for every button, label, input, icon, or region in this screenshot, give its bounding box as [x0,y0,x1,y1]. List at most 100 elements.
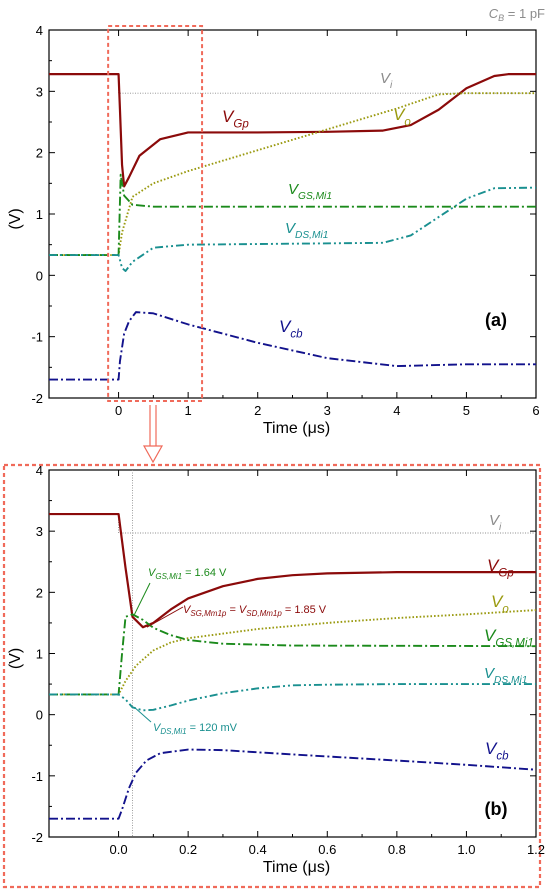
curve-label-o-sub: o [502,603,509,615]
curve-label-cb-main: V [485,739,498,758]
curve-label-i: Vi [489,512,502,533]
annotation-part: = 1.85 V [282,604,327,616]
annotation-part: V [153,722,162,734]
curve-label-gs-mi1-main: V [484,626,497,645]
x-tick-label: 5 [463,403,470,418]
curve-label-o: Vo [491,592,509,615]
panel-label: (a) [485,310,507,330]
y-tick-label: 1 [36,647,43,662]
annotation-1: VSG,Mm1p = VSD,Mm1p = 1.85 V [183,604,327,618]
series-line-v-ds-mi1 [49,186,536,272]
cap-main: C [489,6,499,21]
zoom-detail-box [2,463,542,889]
annotation-part: V [148,567,157,579]
curve-label-cb-main: V [279,317,292,336]
x-tick-label: 0.8 [388,842,406,857]
y-tick-label: -1 [31,330,43,345]
curve-label-o-main: V [491,592,504,611]
annotation-part: SG,Mm1p [190,609,227,618]
x-tick-label: 6 [532,403,539,418]
x-tick-label: 0 [115,403,122,418]
y-axis-label: (V) [7,648,24,669]
curve-label-ds-mi1: VDS,Mi1 [484,665,527,686]
curve-label-gs-mi1: VGS,Mi1 [484,626,534,649]
annotation-0: VGS,Mi1 = 1.64 V [148,567,227,581]
x-axis-label: Time (μs) [263,859,330,876]
curve-label-o-sub: o [404,116,411,128]
curve-label-gp: VGp [222,107,249,130]
series-line-v-i [49,513,536,534]
y-tick-label: 0 [36,708,43,723]
curve-label-gp: VGp [487,556,514,579]
series-line-v-gp [49,73,536,188]
y-tick-label: 3 [36,84,43,99]
series-line-v-cb [49,748,536,820]
y-tick-label: 2 [36,585,43,600]
curve-label-o-main: V [393,105,406,124]
zoom-region-box [107,25,204,402]
series-group [49,73,536,381]
curve-label-gs-mi1-main: V [288,181,300,198]
panel-label: (b) [485,799,508,819]
y-tick-label: 4 [36,463,43,478]
x-tick-label: 2 [254,403,261,418]
x-tick-label: 0.6 [318,842,336,857]
x-tick-label: 0.4 [249,842,267,857]
series-line-v-gp [49,512,536,629]
curve-label-gs-mi1-sub: GS,Mi1 [495,637,534,649]
x-tick-label: 1.2 [527,842,545,857]
curve-label-gp-sub: Gp [498,567,514,579]
annotation-part: = V [226,604,248,616]
curve-label-gp-main: V [487,556,500,575]
annotation-part: = 1.64 V [182,567,227,579]
annotation-leader-2 [134,706,152,723]
series-group [49,512,536,820]
y-tick-label: 2 [36,146,43,161]
x-tick-label: 0.0 [110,842,128,857]
x-tick-label: 3 [324,403,331,418]
curve-label-ds-mi1: VDS,Mi1 [285,220,328,241]
curve-label-i-main: V [489,512,501,529]
annotation-leader-0 [134,582,151,615]
x-tick-label: 1.0 [457,842,475,857]
cap-sub: B [498,13,504,23]
capacitance-annotation: CB = 1 pF [489,6,545,23]
curve-label-cb-sub: cb [290,328,303,340]
series-line-v-ds-mi1 [49,683,536,712]
curve-label-i-main: V [380,70,392,87]
curve-label-i-sub: i [390,80,393,91]
series-line-v-o [49,92,536,257]
y-tick-label: -2 [31,830,43,845]
annotation-2: VDS,Mi1 = 120 mV [153,722,238,736]
annotation-part: GS,Mi1 [155,572,182,581]
annotation-part: DS,Mi1 [160,727,186,736]
annotation-part: V [183,604,192,616]
y-axis-label: (V) [7,208,24,229]
curve-label-i-sub: i [499,522,502,533]
y-tick-label: -2 [31,391,43,406]
series-line-v-o [49,609,536,696]
curve-label-o: Vo [393,105,411,128]
curve-label-cb: Vcb [485,739,509,762]
curve-label-ds-mi1-main: V [285,220,297,237]
y-tick-label: 1 [36,207,43,222]
curve-label-cb: Vcb [279,317,303,340]
zoom-arrow-head [142,445,164,464]
curve-label-ds-mi1-sub: DS,Mi1 [295,230,328,241]
panel-b-chart: 0.0 0.2 0.4 0.6 0.8 1.0 1.2 -2 -1 0 1 2 3 4 Time (μs) (… [7,463,545,876]
annotation-leader-1 [146,606,184,628]
series-line-v-gs-mi1 [49,613,536,696]
curve-label-i: Vi [380,70,393,91]
cap-value: = 1 pF [504,6,545,21]
x-tick-label: 4 [393,403,400,418]
y-tick-label: -1 [31,769,43,784]
curve-label-ds-mi1-main: V [484,665,496,682]
x-tick-label: 0.2 [179,842,197,857]
annotation-part: = 120 mV [187,722,238,734]
x-axis-label: Time (μs) [263,420,330,437]
annotation-part: SD,Mm1p [246,609,282,618]
x-tick-label: 1 [185,403,192,418]
curve-label-gp-sub: Gp [233,118,249,130]
curve-label-gs-mi1: VGS,Mi1 [288,181,332,202]
